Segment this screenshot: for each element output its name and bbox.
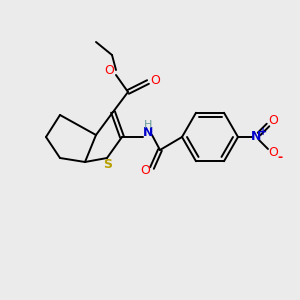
- Text: S: S: [103, 158, 112, 172]
- Text: -: -: [278, 151, 283, 164]
- Text: +: +: [259, 127, 267, 137]
- Text: N: N: [251, 130, 261, 143]
- Text: O: O: [104, 64, 114, 77]
- Text: N: N: [143, 127, 153, 140]
- Text: O: O: [150, 74, 160, 88]
- Text: O: O: [268, 115, 278, 128]
- Text: H: H: [144, 120, 152, 130]
- Text: O: O: [140, 164, 150, 178]
- Text: O: O: [268, 146, 278, 160]
